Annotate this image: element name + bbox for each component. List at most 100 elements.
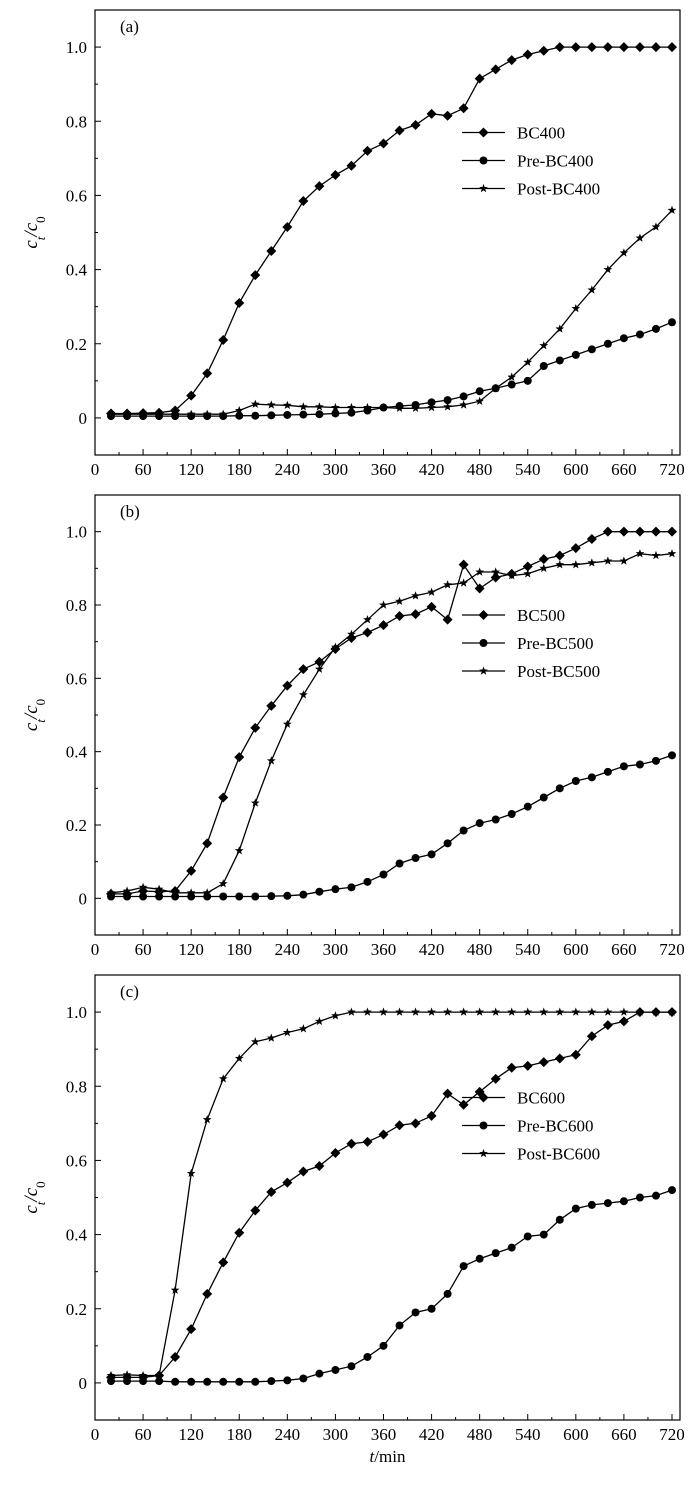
data-point [538, 554, 549, 565]
legend-label: Pre-BC600 [517, 1117, 594, 1136]
panel-b: 0 60 120 180 240 300 360 420 480 540 600 660 720 0 0.2… [21, 494, 685, 959]
data-point [411, 1007, 420, 1016]
x-tick-label: 360 [371, 940, 397, 959]
series-pre-bc400 [107, 318, 676, 421]
x-tick-label: 180 [226, 460, 252, 479]
data-point [250, 1037, 260, 1046]
data-point [378, 1129, 389, 1140]
x-tick-label: 120 [178, 1425, 204, 1444]
data-point [586, 42, 597, 53]
x-tick-label: 120 [178, 460, 204, 479]
series-bc500 [106, 526, 677, 899]
legend-label: Pre-BC500 [517, 634, 594, 653]
data-point [170, 409, 180, 418]
data-point [218, 1257, 229, 1268]
y-tick-label: 1.0 [66, 38, 87, 57]
data-point [570, 1049, 581, 1060]
data-point [475, 819, 484, 828]
data-point [170, 1351, 181, 1362]
data-point [171, 1377, 180, 1386]
data-point [491, 815, 500, 824]
data-point [203, 1377, 212, 1386]
data-point [523, 1232, 532, 1241]
data-point [427, 1304, 436, 1313]
series-post-bc400 [106, 205, 677, 418]
data-point [458, 1099, 469, 1110]
data-point [443, 402, 452, 411]
data-point [219, 1377, 228, 1386]
data-point [395, 596, 404, 606]
data-point [251, 892, 260, 901]
data-point [378, 620, 389, 631]
data-point [523, 802, 532, 811]
data-point [507, 571, 517, 580]
legend-marker [479, 639, 488, 647]
data-point [138, 882, 148, 892]
legend: BC400 Pre-BC400 Post-BC400 [462, 124, 600, 199]
data-point [186, 1324, 197, 1335]
data-point [490, 572, 501, 583]
series-line [111, 531, 672, 895]
x-tick-label: 540 [515, 460, 541, 479]
x-tick-label: 720 [659, 940, 685, 959]
data-point [619, 762, 628, 771]
data-point [314, 656, 325, 667]
data-point [283, 891, 292, 900]
data-point [234, 405, 244, 415]
data-point [571, 1007, 581, 1016]
data-point [315, 402, 324, 411]
data-point [155, 1377, 164, 1386]
series-line [111, 1189, 673, 1383]
data-point [523, 1007, 533, 1016]
data-point [234, 1053, 244, 1063]
x-tick-label: 600 [563, 460, 589, 479]
data-point [427, 587, 436, 596]
x-tick-label: 540 [515, 1425, 541, 1444]
data-point [107, 1377, 116, 1386]
legend-marker [478, 127, 489, 138]
data-point [618, 1016, 629, 1027]
y-axis-label: ct/c0 [21, 1181, 48, 1213]
data-point [331, 402, 340, 412]
data-point [667, 318, 676, 327]
x-tick-label: 60 [135, 1425, 152, 1444]
panel-a: 0 60 120 180 240 300 360 420 480 540 600 660 720 0 0.2… [21, 9, 685, 479]
y-tick-label: 0.6 [66, 186, 87, 205]
panel-label: (a) [120, 17, 139, 36]
data-point [379, 870, 388, 879]
data-point [330, 170, 341, 181]
x-tick-label: 660 [611, 1425, 637, 1444]
data-point [106, 1370, 116, 1380]
data-point [635, 549, 645, 558]
data-point [522, 561, 533, 572]
data-point [459, 392, 468, 401]
data-point [347, 629, 356, 639]
data-point [427, 1007, 436, 1016]
x-tick-label: 600 [563, 940, 589, 959]
data-point [410, 1118, 421, 1129]
data-point [442, 1088, 453, 1099]
data-point [666, 526, 677, 537]
data-point [186, 390, 197, 401]
data-point [379, 1341, 388, 1350]
data-point [122, 886, 132, 895]
data-point [266, 400, 276, 409]
x-tick-label: 180 [226, 940, 252, 959]
data-point [122, 1370, 132, 1379]
data-point [443, 839, 452, 848]
series-line [111, 321, 673, 417]
x-tick-label: 240 [275, 1425, 301, 1444]
data-point [555, 1007, 565, 1016]
data-point [282, 221, 293, 232]
data-point [202, 409, 212, 418]
data-point [523, 376, 532, 385]
data-point [507, 372, 517, 381]
data-point [651, 550, 661, 560]
data-point [458, 559, 469, 570]
data-point [603, 767, 612, 776]
data-point [394, 611, 405, 621]
data-point [155, 892, 164, 901]
data-point [267, 892, 276, 901]
legend-marker [478, 1092, 489, 1103]
